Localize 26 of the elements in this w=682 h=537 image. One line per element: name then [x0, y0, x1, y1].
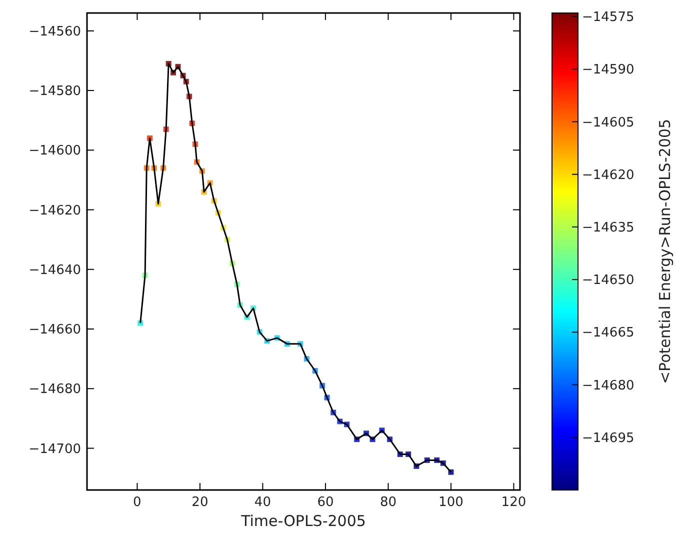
y-tick-label: −14680: [28, 382, 81, 398]
color-bar-label: −14620: [582, 168, 634, 183]
y-tick-label: −14560: [28, 24, 81, 40]
color-bar-label: −14695: [582, 430, 634, 446]
x-tick-label: 80: [380, 495, 396, 510]
color-bar-label: −14650: [582, 273, 634, 288]
color-bar-label: −14575: [582, 10, 634, 26]
y-tick-label: −14660: [28, 322, 81, 338]
x-tick-label: 0: [133, 495, 142, 510]
y-tick-label: −14700: [28, 442, 81, 457]
y-tick-label: −14600: [28, 144, 81, 159]
y-tick-label: −14640: [28, 262, 81, 278]
x-axis-title: Time-OPLS-2005: [240, 512, 366, 530]
x-tick-label: 40: [254, 495, 271, 510]
color-bar-title: <Potential Energy>Run-OPLS-2005: [656, 118, 674, 384]
color-bar-label: −14635: [582, 220, 634, 236]
color-bar-label: −14680: [582, 378, 634, 394]
x-tick-label: 60: [317, 495, 334, 510]
y-tick-label: −14620: [28, 203, 81, 218]
color-bar-label: −14605: [582, 115, 634, 130]
x-tick-label: 100: [438, 495, 464, 510]
x-tick-label: 120: [501, 495, 526, 510]
x-tick-label: 20: [192, 495, 208, 510]
color-bar-label: −14590: [582, 62, 634, 78]
y-tick-label: −14580: [28, 84, 81, 100]
color-bar-label: −14665: [582, 326, 634, 341]
